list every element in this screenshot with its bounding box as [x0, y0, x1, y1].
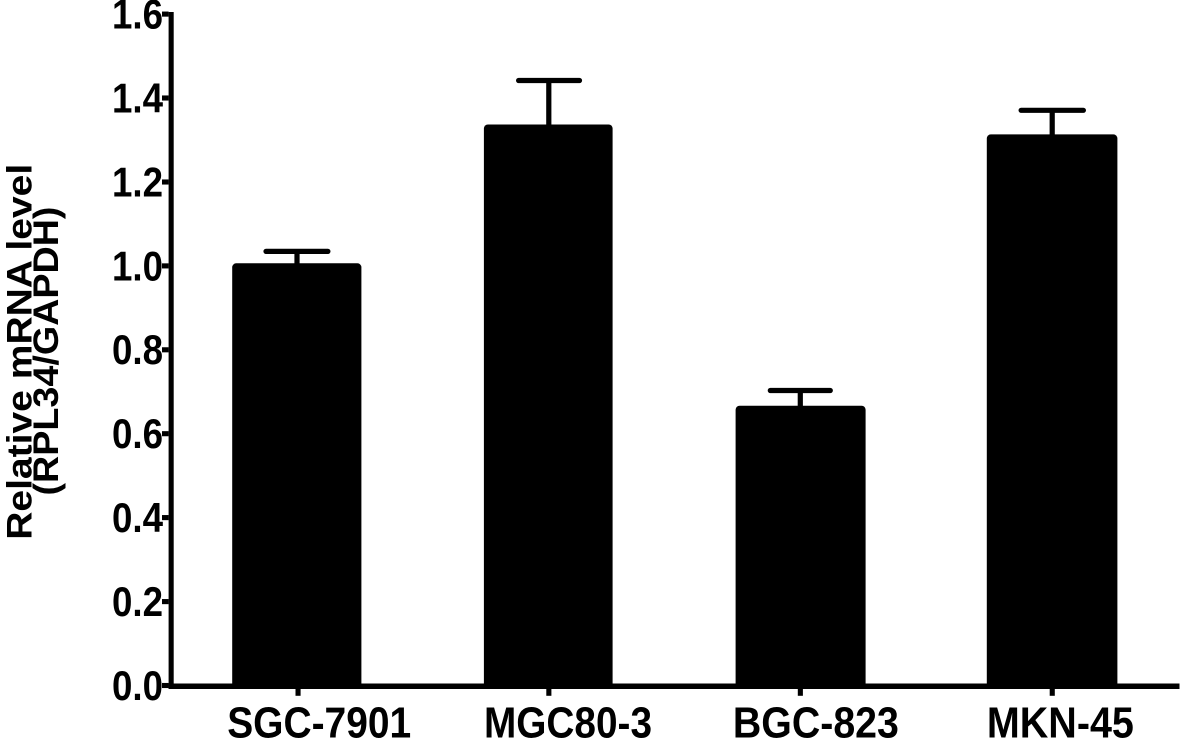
svg-text:SGC-7901: SGC-7901: [227, 699, 411, 742]
svg-text:0.6: 0.6: [112, 410, 163, 457]
svg-text:0.8: 0.8: [112, 326, 163, 373]
svg-text:MGC80-3: MGC80-3: [484, 699, 652, 742]
svg-text:1.4: 1.4: [112, 74, 164, 121]
svg-text:Relative mRNA level: Relative mRNA level: [0, 164, 39, 540]
svg-text:(RPL34/GAPDH): (RPL34/GAPDH): [27, 207, 66, 496]
svg-text:1.0: 1.0: [112, 242, 163, 289]
svg-text:1.6: 1.6: [112, 0, 163, 38]
svg-text:MKN-45: MKN-45: [987, 699, 1134, 742]
svg-text:0.0: 0.0: [112, 662, 163, 709]
svg-text:0.4: 0.4: [112, 494, 164, 541]
svg-text:1.2: 1.2: [112, 158, 163, 205]
svg-text:BGC-823: BGC-823: [733, 699, 899, 742]
svg-text:0.2: 0.2: [112, 578, 163, 625]
